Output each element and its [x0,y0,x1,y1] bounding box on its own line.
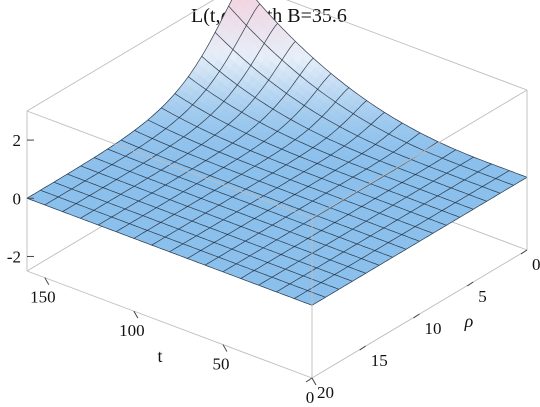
x-tick-label: 100 [119,321,145,340]
x-tick-label: 0 [306,388,315,407]
y-tick-mark [467,282,473,286]
y-tick-mark [306,378,312,382]
surface-mesh [27,0,527,305]
z-tick-label: 0 [13,189,22,208]
y-tick-label: 0 [532,255,540,274]
y-tick-mark [360,346,366,350]
y-tick-mark [521,250,527,254]
y-axis-label: ρ [464,311,474,331]
x-tick-label: 150 [30,288,56,307]
y-tick-mark [414,314,420,318]
y-tick-label: 10 [425,319,442,338]
y-tick-label: 5 [478,287,487,306]
z-tick-label: -2 [7,247,21,266]
x-tick-label: 50 [212,355,229,374]
y-tick-label: 20 [317,383,334,402]
x-axis-label: t [157,346,162,366]
title-prefix: L(t, [191,5,220,27]
z-tick-label: 2 [13,131,22,150]
x-tick-mark [312,378,316,385]
y-tick-label: 15 [371,351,388,370]
